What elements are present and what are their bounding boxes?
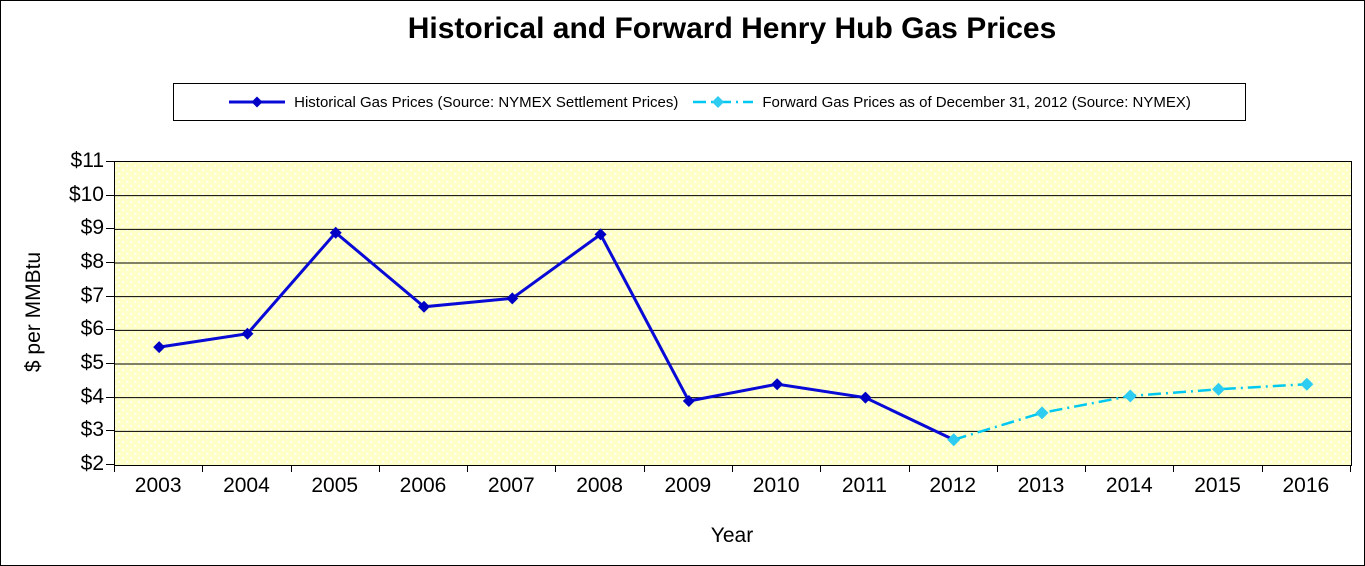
- x-tick-label: 2009: [664, 474, 712, 497]
- y-tick-label: $6: [80, 317, 104, 341]
- x-tick-label: 2012: [929, 474, 977, 497]
- legend: Historical Gas Prices (Source: NYMEX Set…: [173, 83, 1246, 121]
- x-tick-label: 2006: [399, 474, 447, 497]
- chart-svg: [115, 195, 1351, 447]
- y-tick-mark: [106, 262, 114, 263]
- data-point-marker: [771, 378, 784, 391]
- x-tick-label: 2013: [1017, 474, 1065, 497]
- x-tick-mark: [202, 465, 204, 472]
- x-tick-mark: [643, 465, 645, 472]
- x-axis-title: Year: [710, 524, 754, 547]
- y-tick-label: $8: [80, 250, 104, 273]
- x-tick-label: 2015: [1194, 474, 1241, 497]
- data-point-marker: [418, 300, 430, 313]
- x-tick-mark: [467, 465, 469, 472]
- x-tick-label: 2008: [576, 474, 623, 497]
- x-tick-mark: [996, 465, 998, 472]
- y-tick-label: $4: [80, 384, 104, 408]
- x-tick-mark: [732, 465, 733, 472]
- data-point-marker: [1123, 389, 1137, 403]
- data-point-marker: [682, 395, 695, 408]
- x-tick-label: 2011: [841, 474, 887, 497]
- historical-line-sample-icon: [229, 96, 286, 108]
- x-tick-mark: [1350, 465, 1351, 472]
- y-tick-label: $10: [68, 182, 104, 206]
- data-point-marker: [594, 228, 607, 241]
- x-tick-mark: [114, 465, 115, 472]
- x-tick-label: 2003: [134, 474, 182, 497]
- y-tick-mark: [106, 396, 114, 398]
- y-tick-mark: [106, 464, 114, 465]
- y-tick-mark: [106, 430, 114, 432]
- x-tick-label: 2005: [311, 474, 359, 497]
- x-tick-mark: [555, 465, 557, 472]
- y-tick-mark: [106, 161, 114, 162]
- data-point-marker: [329, 226, 342, 239]
- x-tick-label: 2016: [1282, 474, 1330, 497]
- x-tick-label: 2004: [223, 474, 270, 497]
- legend-item-historical: Historical Gas Prices (Source: NYMEX Set…: [228, 94, 678, 111]
- x-tick-label: 2010: [752, 474, 800, 497]
- data-point-marker: [506, 292, 519, 305]
- x-tick-mark: [1261, 465, 1263, 472]
- x-tick-mark: [1085, 465, 1087, 472]
- data-point-marker: [1035, 406, 1049, 420]
- y-tick-label: $9: [80, 216, 104, 240]
- data-point-marker: [1300, 377, 1314, 391]
- y-tick-label: $3: [80, 418, 104, 442]
- forward-line-sample-icon: [693, 96, 754, 108]
- legend-label-historical: Historical Gas Prices (Source: NYMEX Set…: [294, 93, 679, 111]
- x-tick-mark: [1173, 465, 1175, 472]
- data-point-marker: [859, 391, 872, 404]
- historical-series-line: [158, 230, 955, 442]
- y-tick-label: $11: [70, 149, 104, 172]
- data-point-marker: [153, 341, 166, 354]
- y-tick-mark: [106, 295, 114, 297]
- y-tick-label: $5: [80, 351, 104, 374]
- legend-item-forward: Forward Gas Prices as of December 31, 20…: [692, 94, 1191, 111]
- y-tick-mark: [106, 194, 114, 196]
- y-tick-mark: [106, 329, 114, 331]
- plot-area: [114, 161, 1352, 466]
- page-title: Historical and Forward Henry Hub Gas Pri…: [407, 12, 1057, 45]
- y-tick-label: $2: [80, 452, 104, 475]
- legend-label-forward: Forward Gas Prices as of December 31, 20…: [762, 93, 1191, 111]
- x-tick-label: 2007: [487, 474, 535, 497]
- y-tick-mark: [106, 228, 114, 230]
- x-tick-mark: [378, 465, 380, 472]
- y-tick-mark: [106, 363, 114, 364]
- y-tick-label: $7: [80, 283, 104, 307]
- x-tick-mark: [908, 465, 910, 472]
- x-tick-mark: [820, 465, 822, 472]
- data-point-marker: [241, 327, 254, 340]
- x-tick-label: 2014: [1105, 474, 1153, 497]
- data-point-marker: [947, 433, 961, 447]
- x-tick-mark: [290, 465, 292, 472]
- data-point-marker: [1212, 382, 1226, 396]
